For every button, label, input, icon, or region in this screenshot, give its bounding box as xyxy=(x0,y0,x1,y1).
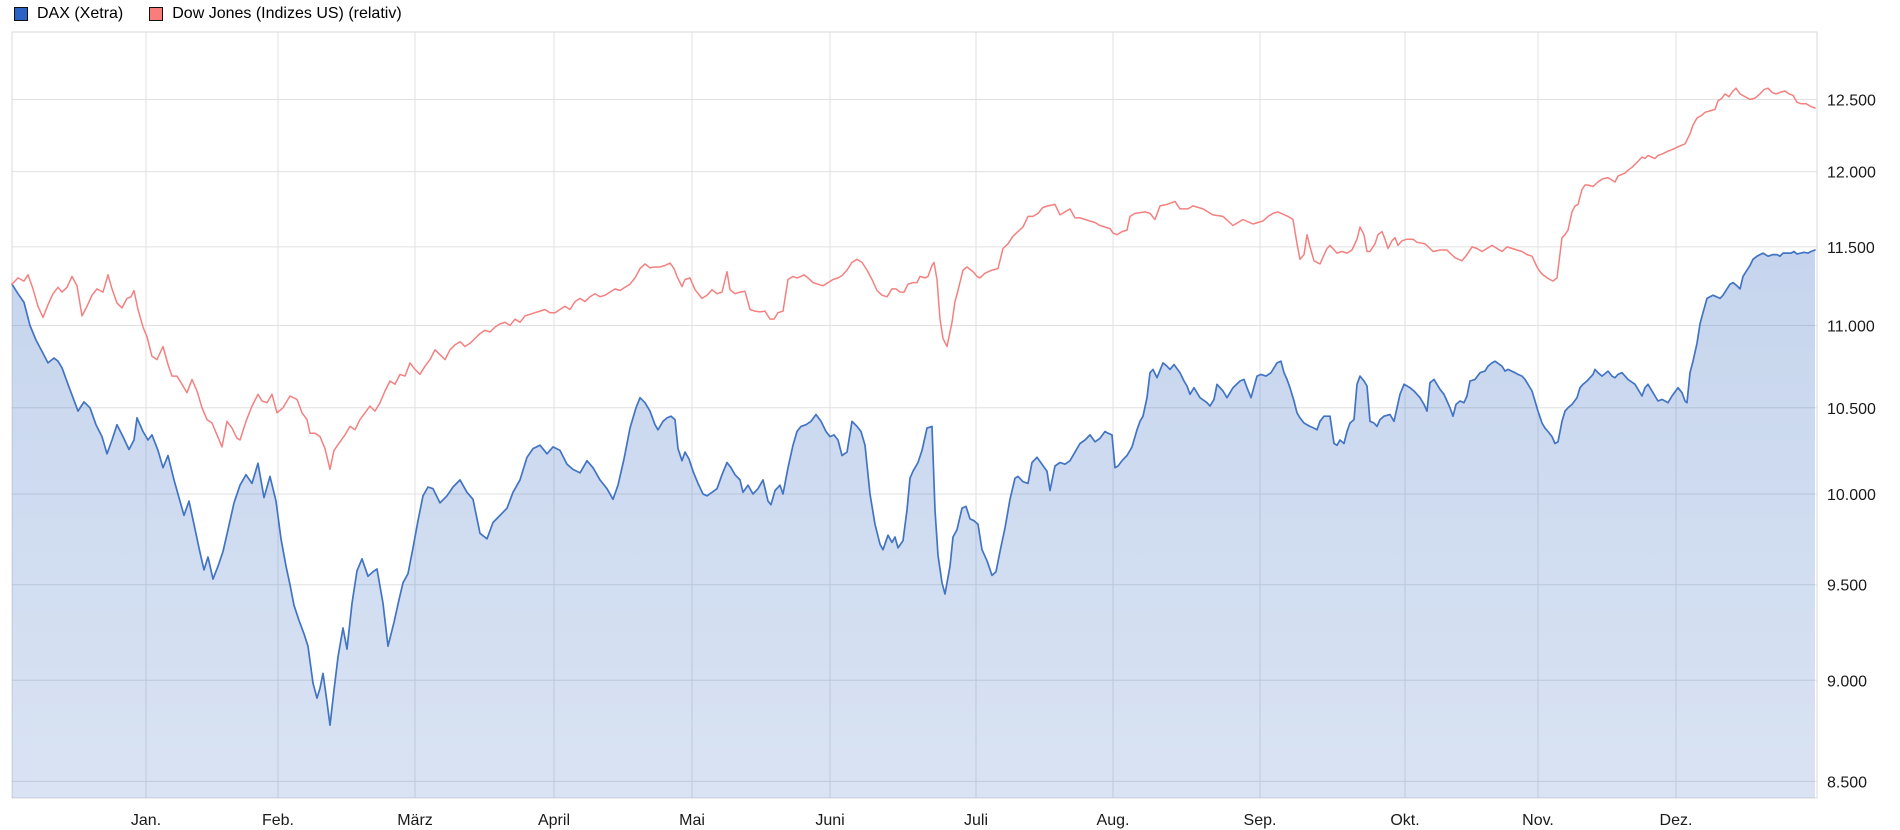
dax-series-line xyxy=(11,249,1816,726)
x-tick-label: Juli xyxy=(964,812,988,829)
x-tick-label: Sep. xyxy=(1244,812,1277,829)
y-tick-label: 11.000 xyxy=(1827,319,1875,336)
x-tick-label: Juni xyxy=(815,812,844,829)
dowjones-series-label: Dow Jones (Indizes US) (relativ) xyxy=(172,5,402,22)
dax-series-label: DAX (Xetra) xyxy=(37,5,124,22)
y-tick-label: 8.500 xyxy=(1827,774,1867,791)
dax-series-swatch-icon xyxy=(14,7,28,21)
y-tick-label: 10.500 xyxy=(1827,401,1876,418)
dowjones-series-swatch-icon xyxy=(149,7,164,21)
y-tick-label: 9.500 xyxy=(1827,578,1867,595)
y-tick-label: 11.500 xyxy=(1827,240,1875,257)
chart-legend: DAX (Xetra) Dow Jones (Indizes US) (rela… xyxy=(14,5,428,23)
x-tick-label: Dez. xyxy=(1660,812,1693,829)
x-tick-label: März xyxy=(397,812,433,829)
legend-item-dowjones[interactable]: Dow Jones (Indizes US) (relativ) xyxy=(149,5,402,23)
y-tick-label: 9.000 xyxy=(1827,673,1867,690)
x-tick-label: Feb. xyxy=(262,812,294,829)
y-tick-label: 12.500 xyxy=(1827,93,1876,110)
dowjones-series-line xyxy=(11,87,1816,471)
x-tick-label: April xyxy=(538,812,570,829)
y-tick-label: 10.000 xyxy=(1827,487,1876,504)
x-tick-label: Nov. xyxy=(1522,812,1554,829)
x-tick-label: Mai xyxy=(679,812,705,829)
x-tick-label: Okt. xyxy=(1390,812,1419,829)
legend-item-dax[interactable]: DAX (Xetra) xyxy=(14,5,123,23)
dax-area-fill xyxy=(12,250,1815,798)
x-tick-label: Jan. xyxy=(131,812,161,829)
y-tick-label: 12.000 xyxy=(1827,165,1876,182)
x-tick-label: Aug. xyxy=(1097,812,1130,829)
